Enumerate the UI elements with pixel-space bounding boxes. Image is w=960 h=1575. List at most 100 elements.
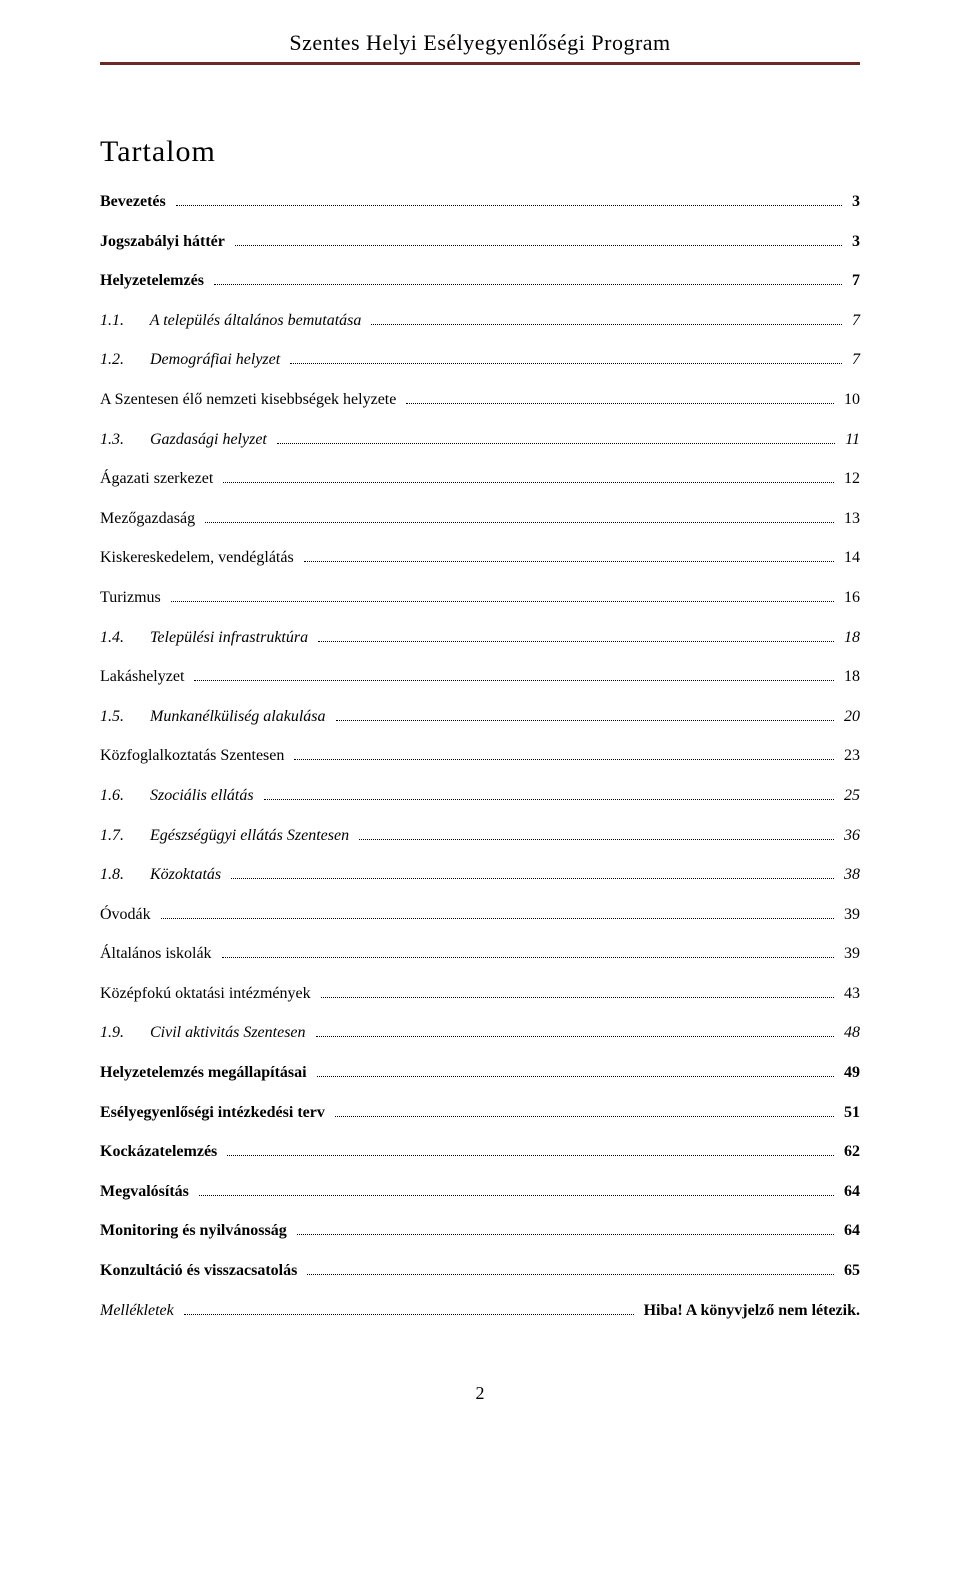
toc-page: 51 [838, 1100, 860, 1126]
toc-row: 1.2. Demográfiai helyzet 7 [100, 347, 860, 373]
toc-label-text: Konzultáció és visszacsatolás [100, 1262, 297, 1279]
page-header-title: Szentes Helyi Esélyegyenlőségi Program [100, 30, 860, 65]
toc-leader [318, 626, 834, 641]
toc-page: 43 [838, 981, 860, 1007]
toc-leader [227, 1141, 834, 1156]
toc-label-text: Gazdasági helyzet [150, 431, 267, 448]
toc-label-text: Esélyegyenlőségi intézkedési terv [100, 1104, 325, 1121]
toc-row: Esélyegyenlőségi intézkedési terv 51 [100, 1100, 860, 1126]
toc-label-text: Munkanélküliség alakulása [150, 708, 326, 725]
toc-row: 1.7. Egészségügyi ellátás Szentesen 36 [100, 823, 860, 849]
toc-page: 38 [838, 862, 860, 888]
toc-row: Helyzetelemzés megállapításai 49 [100, 1060, 860, 1086]
toc-row: Monitoring és nyilvánosság64 [100, 1218, 860, 1244]
toc-number: 1.8. [100, 862, 146, 888]
toc-label: Közfoglalkoztatás Szentesen [100, 743, 290, 769]
toc-label-text: A település általános bemutatása [150, 312, 362, 329]
toc-label: A Szentesen élő nemzeti kisebbségek hely… [100, 387, 402, 413]
toc-number: 1.1. [100, 308, 146, 334]
toc-page: 36 [838, 823, 860, 849]
toc-leader [335, 1101, 834, 1116]
toc-leader [161, 903, 834, 918]
toc-page: 16 [838, 585, 860, 611]
toc-label: Esélyegyenlőségi intézkedési terv [100, 1100, 331, 1126]
toc-page: 49 [838, 1060, 860, 1086]
toc-label: Helyzetelemzés [100, 268, 210, 294]
toc-page: 11 [839, 427, 860, 453]
page-number: 2 [100, 1383, 860, 1404]
toc-number: 1.7. [100, 823, 146, 849]
toc-label: Ágazati szerkezet [100, 466, 219, 492]
toc-label: 1.8. Közoktatás [100, 862, 227, 888]
toc-row: MellékletekHiba! A könyvjelző nem létezi… [100, 1298, 860, 1324]
toc-label-text: Megvalósítás [100, 1183, 189, 1200]
toc-row: Bevezetés 3 [100, 189, 860, 215]
toc-leader [307, 1260, 834, 1275]
toc-label: Középfokú oktatási intézmények [100, 981, 317, 1007]
toc-number: 1.4. [100, 625, 146, 651]
toc-leader [235, 230, 842, 245]
toc-page: 3 [846, 189, 860, 215]
toc-label: 1.9. Civil aktivitás Szentesen [100, 1020, 312, 1046]
toc-leader [359, 824, 834, 839]
toc-row: 1.9. Civil aktivitás Szentesen48 [100, 1020, 860, 1046]
toc-row: Megvalósítás64 [100, 1179, 860, 1205]
toc-page: 3 [846, 229, 860, 255]
toc-page: 13 [838, 506, 860, 532]
toc-page: 10 [838, 387, 860, 413]
toc-number: 1.3. [100, 427, 146, 453]
toc-leader [223, 468, 834, 483]
toc-label-text: Középfokú oktatási intézmények [100, 985, 311, 1002]
toc-label: 1.5. Munkanélküliség alakulása [100, 704, 332, 730]
toc-row: Helyzetelemzés 7 [100, 268, 860, 294]
toc-leader [264, 785, 834, 800]
toc-page: 7 [846, 268, 860, 294]
toc-label-text: Kiskereskedelem, vendéglátás [100, 549, 294, 566]
toc-label-text: A Szentesen élő nemzeti kisebbségek hely… [100, 391, 396, 408]
toc-leader [176, 191, 842, 206]
toc-label: Megvalósítás [100, 1179, 195, 1205]
toc-label: Kockázatelemzés [100, 1139, 223, 1165]
toc-page: 20 [838, 704, 860, 730]
toc-leader [336, 705, 834, 720]
toc-leader [294, 745, 834, 760]
toc-leader [297, 1220, 834, 1235]
toc-leader [184, 1299, 634, 1314]
toc-row: Mezőgazdaság 13 [100, 506, 860, 532]
toc-row: 1.4. Települési infrastruktúra18 [100, 625, 860, 651]
toc-leader [304, 547, 834, 562]
toc-row: A Szentesen élő nemzeti kisebbségek hely… [100, 387, 860, 413]
toc-label-text: Egészségügyi ellátás Szentesen [150, 827, 349, 844]
toc-label-text: Monitoring és nyilvánosság [100, 1222, 287, 1239]
toc-label-text: Ágazati szerkezet [100, 470, 213, 487]
toc-row: Jogszabályi háttér 3 [100, 229, 860, 255]
toc-leader [321, 982, 834, 997]
toc-label: Mellékletek [100, 1298, 180, 1324]
toc-label: 1.7. Egészségügyi ellátás Szentesen [100, 823, 355, 849]
toc-label: 1.2. Demográfiai helyzet [100, 347, 286, 373]
toc-label: Turizmus [100, 585, 167, 611]
toc-row: Ágazati szerkezet12 [100, 466, 860, 492]
toc-label-text: Lakáshelyzet [100, 668, 184, 685]
toc-page: 14 [838, 545, 860, 571]
toc-label: Konzultáció és visszacsatolás [100, 1258, 303, 1284]
toc-leader [205, 507, 834, 522]
toc-label-text: Jogszabályi háttér [100, 233, 225, 250]
toc-row: 1.5. Munkanélküliség alakulása 20 [100, 704, 860, 730]
toc-leader [371, 309, 842, 324]
toc-label-text: Települési infrastruktúra [150, 629, 308, 646]
toc-page: 7 [846, 347, 860, 373]
toc-label-text: Civil aktivitás Szentesen [150, 1024, 306, 1041]
toc-label-text: Mellékletek [100, 1302, 174, 1319]
toc-number: 1.2. [100, 347, 146, 373]
toc-heading: Tartalom [100, 135, 860, 169]
toc-label-text: Turizmus [100, 589, 161, 606]
toc-label: Mezőgazdaság [100, 506, 201, 532]
document-page: Szentes Helyi Esélyegyenlőségi Program T… [0, 0, 960, 1444]
toc-row: 1.1. A település általános bemutatása7 [100, 308, 860, 334]
toc-label-text: Bevezetés [100, 193, 166, 210]
toc-page: 18 [838, 664, 860, 690]
toc-page: 23 [838, 743, 860, 769]
table-of-contents: Bevezetés 3 Jogszabályi háttér 3 Helyzetelem… [100, 189, 860, 1323]
toc-label: Helyzetelemzés megállapításai [100, 1060, 313, 1086]
